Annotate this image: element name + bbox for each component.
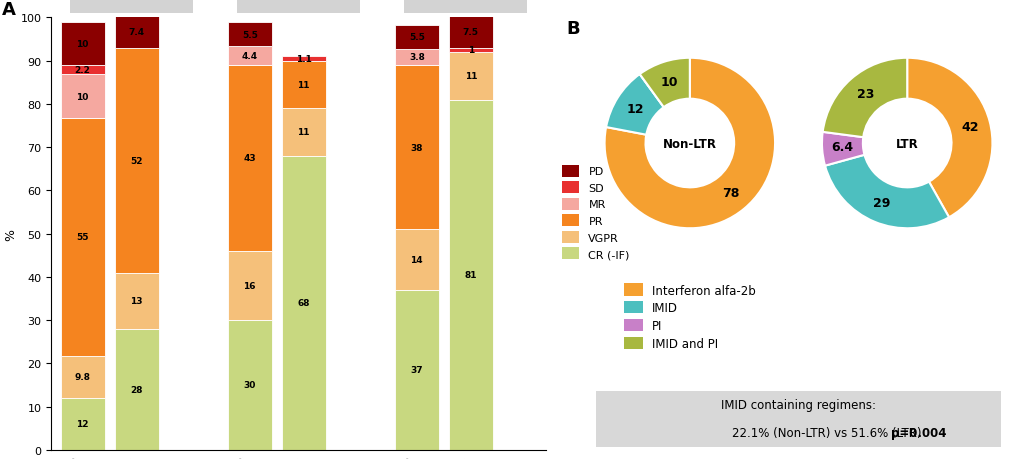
Text: 42: 42 (962, 121, 979, 134)
Text: 11: 11 (298, 81, 310, 90)
Text: 38: 38 (411, 143, 423, 152)
Bar (449, 53, 493, 101)
Bar (60, 118, 104, 356)
Bar (60, 22, 104, 66)
FancyBboxPatch shape (404, 0, 527, 14)
Bar (449, 101, 493, 450)
Text: 1.1: 1.1 (296, 55, 311, 64)
Text: 78: 78 (723, 187, 739, 200)
Wedge shape (907, 59, 992, 218)
Wedge shape (822, 59, 907, 138)
Bar (115, 49, 159, 273)
Text: Non-LTR: Non-LTR (663, 137, 717, 150)
Text: 13: 13 (130, 297, 143, 305)
Bar (60, 75, 104, 118)
Wedge shape (640, 59, 690, 108)
Bar (282, 57, 326, 62)
Text: 12: 12 (627, 102, 644, 116)
Bar (227, 252, 271, 320)
Text: 2.2: 2.2 (75, 66, 90, 75)
Bar (115, 329, 159, 450)
Text: 14: 14 (411, 256, 423, 264)
Bar (395, 66, 439, 230)
FancyBboxPatch shape (596, 392, 1000, 447)
Text: B: B (566, 20, 580, 38)
Bar (60, 356, 104, 398)
Text: 52: 52 (130, 156, 143, 165)
Text: 16: 16 (244, 281, 256, 291)
Bar (395, 26, 439, 50)
Text: 7.5: 7.5 (463, 28, 479, 37)
Bar (282, 62, 326, 109)
Wedge shape (606, 75, 664, 135)
Bar (60, 398, 104, 450)
Text: 37: 37 (411, 365, 423, 375)
Text: 10: 10 (662, 76, 679, 89)
Bar (449, 49, 493, 53)
Legend: Interferon alfa-2b, IMID, PI, IMID and PI: Interferon alfa-2b, IMID, PI, IMID and P… (624, 284, 756, 350)
Text: 12: 12 (77, 420, 89, 428)
Text: 10: 10 (77, 92, 89, 101)
Bar (282, 109, 326, 157)
Text: 6.4: 6.4 (831, 140, 854, 153)
Text: 5.5: 5.5 (242, 30, 258, 39)
Bar (227, 47, 271, 66)
Text: 1: 1 (468, 46, 474, 55)
Bar (227, 23, 271, 47)
Y-axis label: %: % (5, 228, 17, 240)
Text: p=0.004: p=0.004 (891, 426, 946, 439)
Text: 11: 11 (298, 128, 310, 137)
FancyBboxPatch shape (238, 0, 360, 14)
Bar (449, 16, 493, 49)
Legend: PD, SD, MR, PR, VGPR, CR (-IF): PD, SD, MR, PR, VGPR, CR (-IF) (562, 165, 630, 260)
Text: 5.5: 5.5 (409, 33, 425, 42)
Text: 11: 11 (465, 72, 477, 81)
Text: 30: 30 (244, 381, 256, 390)
Text: 81: 81 (465, 271, 477, 280)
Wedge shape (822, 133, 864, 166)
Text: IMID containing regimens:: IMID containing regimens: (721, 398, 876, 411)
Bar (227, 320, 271, 450)
Text: 28: 28 (130, 385, 143, 394)
FancyBboxPatch shape (70, 0, 194, 14)
Bar (115, 273, 159, 329)
Bar (395, 230, 439, 290)
Text: 7.4: 7.4 (129, 28, 144, 37)
Text: 55: 55 (77, 233, 89, 241)
Text: 9.8: 9.8 (75, 372, 90, 381)
Text: A: A (2, 1, 15, 19)
Text: 29: 29 (872, 196, 890, 209)
Bar (282, 157, 326, 450)
Text: 10: 10 (77, 40, 89, 49)
Wedge shape (604, 59, 775, 229)
Bar (395, 50, 439, 66)
Wedge shape (640, 75, 664, 108)
Bar (395, 290, 439, 450)
Text: 4.4: 4.4 (242, 52, 258, 61)
Text: 68: 68 (298, 299, 310, 308)
Text: 22.1% (Non-LTR) vs 51.6% (LTR): 22.1% (Non-LTR) vs 51.6% (LTR) (732, 426, 925, 439)
Text: LTR: LTR (896, 137, 919, 150)
Text: 3.8: 3.8 (409, 53, 425, 62)
Wedge shape (825, 156, 949, 229)
Bar (60, 66, 104, 75)
Text: 43: 43 (244, 154, 256, 163)
Bar (227, 66, 271, 252)
Bar (115, 17, 159, 49)
Text: 23: 23 (857, 88, 874, 101)
